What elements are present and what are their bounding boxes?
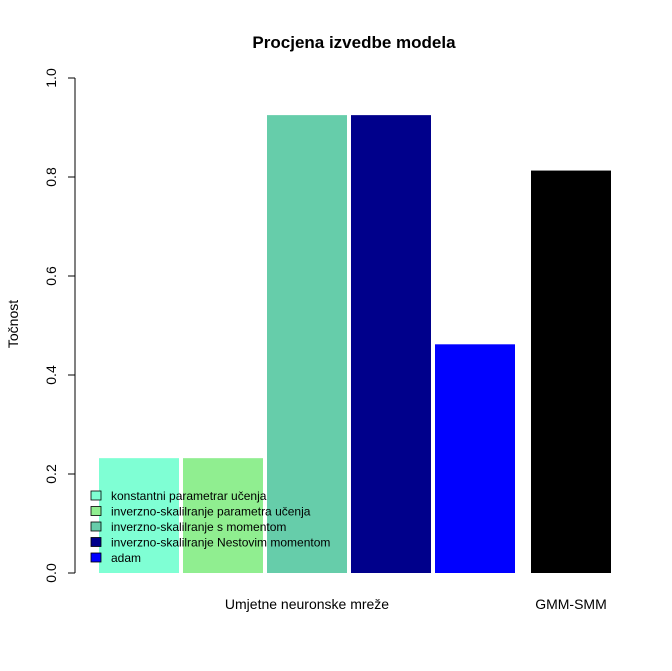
y-tick-label: 0.6 bbox=[43, 266, 59, 286]
legend: konstantni parametrar učenja inverzno-ska… bbox=[90, 489, 330, 565]
y-tick-label: 1.0 bbox=[43, 68, 59, 88]
y-tick-label: 0.2 bbox=[43, 464, 59, 484]
y-axis: 0.0 0.2 0.4 0.6 0.8 1.0 bbox=[43, 68, 76, 583]
legend-swatch bbox=[90, 490, 102, 501]
y-tick-label: 0.8 bbox=[43, 167, 59, 187]
legend-label: adam bbox=[111, 551, 141, 565]
bar bbox=[267, 115, 347, 573]
x-group-label: GMM-SMM bbox=[535, 596, 607, 612]
bar bbox=[99, 458, 179, 573]
chart-title: Procjena izvedbe modela bbox=[252, 33, 456, 52]
bar bbox=[351, 115, 431, 573]
group-labels: Umjetne neuronske mreže GMM-SMM bbox=[225, 596, 607, 612]
y-axis-label: Točnost bbox=[5, 300, 21, 348]
bar bbox=[435, 344, 515, 573]
y-tick-label: 0.4 bbox=[43, 365, 59, 385]
legend-swatch bbox=[90, 552, 102, 563]
legend-label: konstantni parametrar učenja bbox=[111, 489, 267, 503]
legend-label: inverzno-skalilranje parametra učenja bbox=[111, 505, 311, 519]
bar bbox=[183, 458, 263, 573]
legend-swatch bbox=[90, 521, 102, 532]
bar bbox=[531, 170, 611, 573]
x-group-label: Umjetne neuronske mreže bbox=[225, 596, 389, 612]
bars bbox=[99, 115, 611, 573]
legend-swatch bbox=[90, 506, 102, 516]
y-tick-label: 0.0 bbox=[43, 563, 59, 583]
legend-label: inverzno-skalilranje s momentom bbox=[111, 520, 286, 534]
legend-swatch bbox=[90, 537, 102, 547]
legend-label: inverzno-skalilranje Nestovim momentom bbox=[111, 536, 330, 550]
